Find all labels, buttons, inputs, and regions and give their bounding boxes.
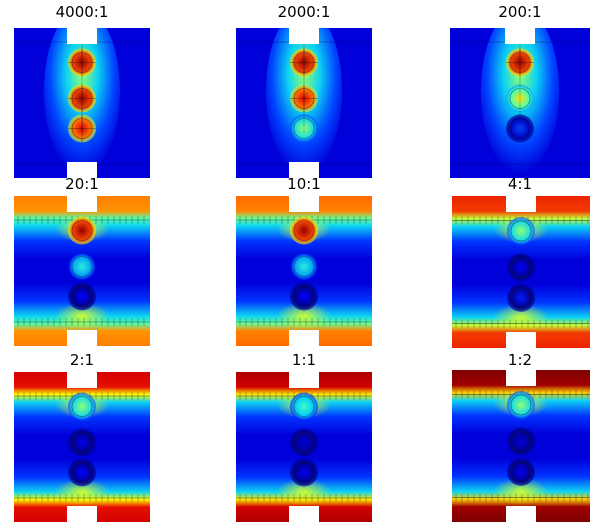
bottom-notch	[289, 162, 319, 178]
circle-outline	[510, 287, 532, 309]
heatmap-panel	[236, 28, 372, 178]
circle-outline	[510, 257, 532, 278]
bottom-notch	[289, 330, 319, 346]
panel-svg	[452, 370, 590, 522]
heatmap-panel	[236, 372, 372, 522]
circle-outline	[510, 220, 532, 242]
panel-title: 2000:1	[277, 3, 331, 21]
panel-title: 1:2	[507, 351, 533, 369]
top-notch	[67, 196, 97, 212]
panel-svg	[452, 196, 590, 348]
panel-title: 200:1	[498, 3, 542, 21]
top-notch	[289, 28, 319, 44]
heatmap-panel	[452, 196, 590, 348]
bottom-notch	[506, 506, 536, 522]
circle-outline	[293, 220, 315, 241]
panel-svg	[236, 28, 372, 178]
circle-outline	[510, 431, 532, 452]
top-notch	[505, 28, 535, 44]
top-notch	[506, 370, 536, 386]
panel-svg	[236, 196, 372, 346]
panel-title: 2:1	[69, 351, 95, 369]
panel-svg	[236, 372, 372, 522]
circle-outline	[293, 256, 315, 277]
panel-title: 4:1	[507, 175, 533, 193]
circle-outline	[71, 256, 93, 277]
bottom-notch	[289, 506, 319, 522]
panel-title: 1:1	[291, 351, 317, 369]
circle-outline	[293, 396, 315, 417]
circle-outline	[71, 220, 93, 241]
field-bulge	[54, 478, 110, 506]
panel-title: 10:1	[287, 175, 321, 193]
field-bulge	[276, 302, 332, 330]
top-notch	[506, 196, 536, 212]
panel-title: 20:1	[65, 175, 99, 193]
heatmap-panel	[236, 196, 372, 346]
heatmap-panel	[14, 28, 150, 178]
bottom-notch	[506, 332, 536, 348]
panel-svg	[450, 28, 590, 178]
field-bulge	[493, 477, 549, 506]
circle-outline	[293, 286, 315, 307]
field-bulge	[493, 303, 549, 332]
circle-outline	[293, 432, 315, 453]
field-bulge	[54, 302, 110, 330]
heatmap-panel	[452, 370, 590, 522]
circle-outline	[71, 432, 93, 453]
bottom-notch	[67, 330, 97, 346]
bottom-notch	[67, 162, 97, 178]
circle-outline	[71, 396, 93, 417]
heatmap-panel	[14, 372, 150, 522]
top-notch	[289, 372, 319, 388]
field-bulge	[276, 478, 332, 506]
top-notch	[289, 196, 319, 212]
circle-outline	[71, 462, 93, 483]
circle-outline	[71, 286, 93, 307]
top-notch	[67, 28, 97, 44]
panel-title: 4000:1	[55, 3, 109, 21]
circle-outline	[510, 461, 532, 483]
heatmap-panel	[14, 196, 150, 346]
circle-outline	[510, 394, 532, 416]
heatmap-panel	[450, 28, 590, 178]
bottom-notch	[67, 506, 97, 522]
top-notch	[67, 372, 97, 388]
panel-svg	[14, 28, 150, 178]
panel-svg	[14, 372, 150, 522]
panel-svg	[14, 196, 150, 346]
circle-outline	[293, 462, 315, 483]
